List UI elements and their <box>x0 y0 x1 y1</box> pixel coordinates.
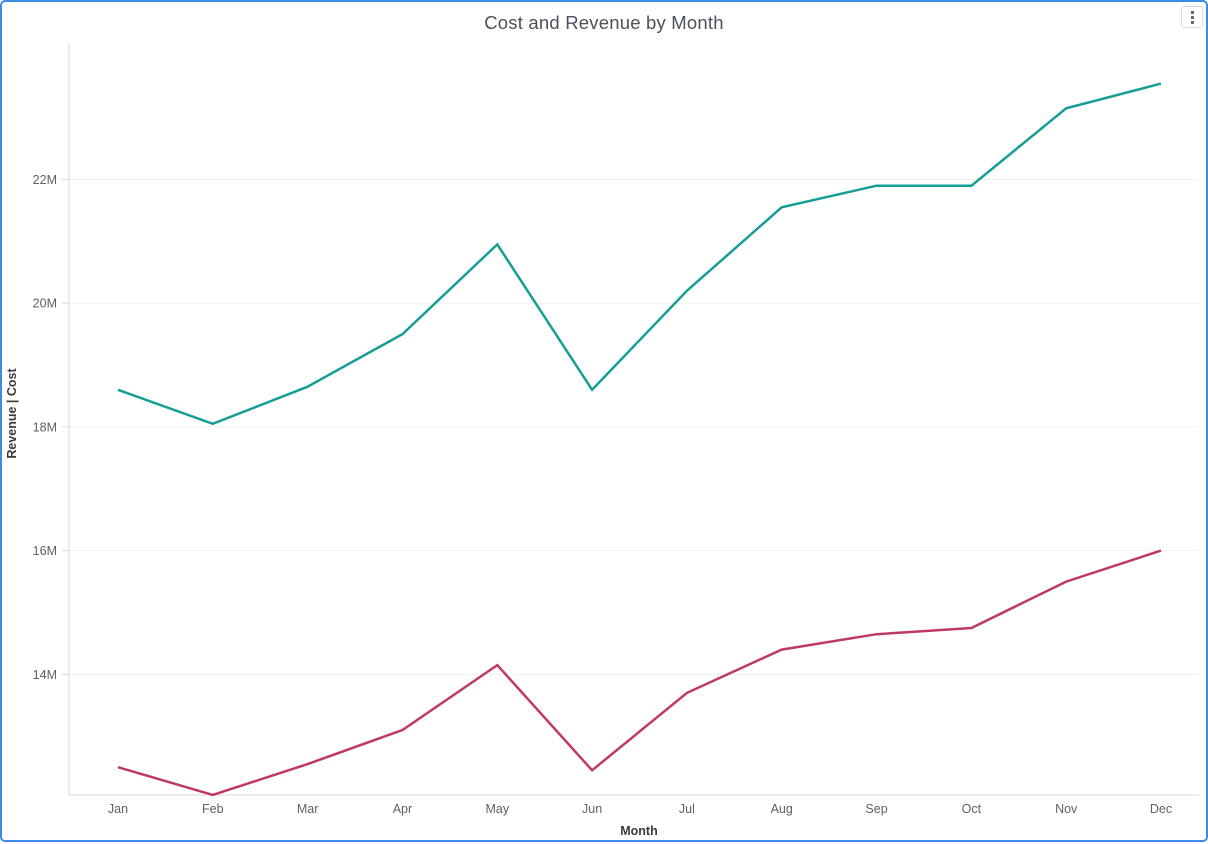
x-axis-title: Month <box>620 824 657 838</box>
y-tick-label: 22M <box>33 173 57 187</box>
y-tick-label: 18M <box>33 420 57 434</box>
x-tick-label: Oct <box>962 802 982 816</box>
series-line-cost[interactable] <box>117 549 1162 797</box>
y-tick-label: 20M <box>33 297 57 311</box>
x-tick-label: Feb <box>202 802 224 816</box>
options-menu-button[interactable] <box>1181 6 1203 28</box>
y-tick-label: 16M <box>33 544 57 558</box>
x-tick-label: Aug <box>771 802 793 816</box>
x-tick-label: Jun <box>582 802 602 816</box>
x-tick-label: Mar <box>297 802 319 816</box>
x-tick-label: Dec <box>1150 802 1172 816</box>
chart-title: Cost and Revenue by Month <box>484 12 724 33</box>
x-tick-label: Jul <box>679 802 695 816</box>
y-axis-title: Revenue | Cost <box>5 368 19 459</box>
x-tick-label: Jan <box>108 802 128 816</box>
x-tick-label: Sep <box>865 802 887 816</box>
x-tick-label: Nov <box>1055 802 1078 816</box>
x-tick-label: May <box>485 802 509 816</box>
x-tick-label: Apr <box>393 802 412 816</box>
series-line-revenue[interactable] <box>117 82 1162 426</box>
y-tick-label: 14M <box>33 668 57 682</box>
